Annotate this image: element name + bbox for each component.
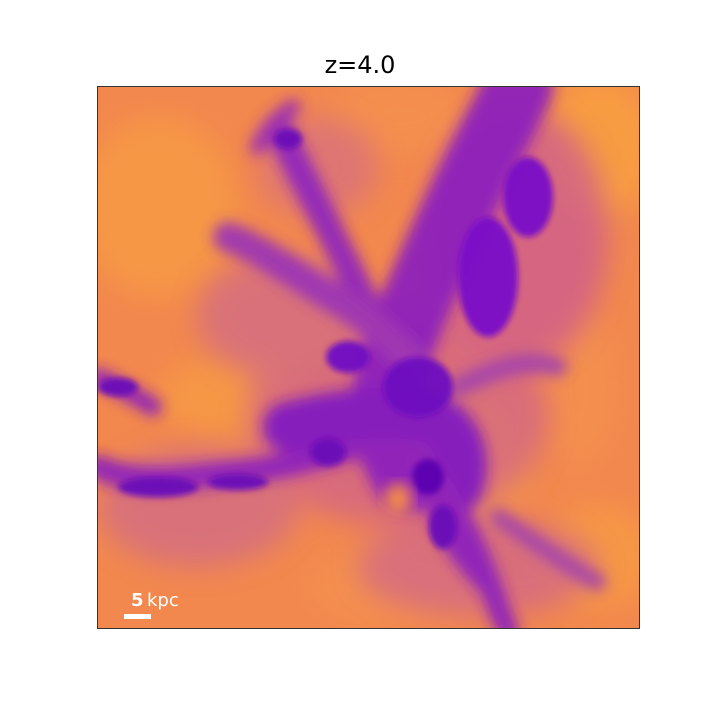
scale-bar: 5 kpc bbox=[124, 590, 214, 624]
scale-bar-value: 5 bbox=[131, 590, 144, 611]
gas-projection-map bbox=[98, 87, 639, 628]
scale-bar-unit: kpc bbox=[147, 590, 179, 611]
simulation-map-panel bbox=[97, 86, 640, 629]
scale-bar-line bbox=[124, 614, 151, 619]
figure-title: z=4.0 bbox=[324, 51, 396, 79]
